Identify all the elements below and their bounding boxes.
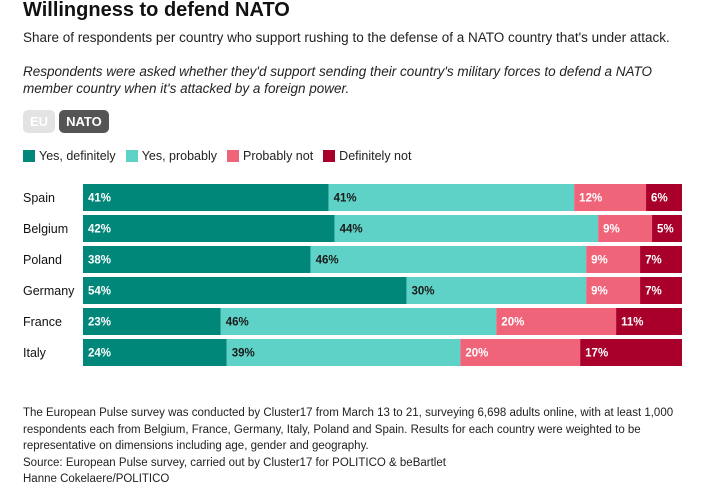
data-label-germany-definitely-not: 7% xyxy=(645,286,662,298)
methodology-note: The European Pulse survey was conducted … xyxy=(23,407,674,452)
bar-segment-germany-definitely-not[interactable] xyxy=(640,277,682,304)
category-label-germany: Germany xyxy=(23,284,75,298)
legend-label: Yes, definitely xyxy=(39,149,116,163)
legend-item-yes-probably: Yes, probably xyxy=(125,149,217,163)
region-toggle: EU NATO xyxy=(23,110,109,133)
bar-segment-italy-probably-not[interactable] xyxy=(460,339,581,366)
data-label-belgium-yes-definitely: 42% xyxy=(88,224,111,236)
chart-legend: Yes, definitely Yes, probably Probably not… xyxy=(23,149,421,163)
bar-segment-italy-definitely-not[interactable] xyxy=(580,339,682,366)
legend-swatch xyxy=(226,150,239,162)
credit-note: Hanne Cokelaere/POLITICO xyxy=(23,473,170,485)
stacked-bar-chart: Spain 41% 41% 12% 6% Belgium 42% 44% 9% 5% Poland 3… xyxy=(23,184,682,366)
data-label-italy-yes-definitely: 24% xyxy=(88,348,111,360)
bar-segment-poland-yes-probably[interactable] xyxy=(310,246,587,273)
bar-segment-belgium-yes-probably[interactable] xyxy=(334,215,599,242)
data-label-belgium-yes-probably: 44% xyxy=(340,224,363,236)
data-label-germany-yes-probably: 30% xyxy=(411,286,434,298)
data-label-spain-yes-definitely: 41% xyxy=(88,193,111,205)
bar-segment-poland-yes-definitely[interactable] xyxy=(83,246,311,273)
bar-segment-france-probably-not[interactable] xyxy=(496,308,617,335)
data-label-belgium-probably-not: 9% xyxy=(603,224,620,236)
toggle-eu-button[interactable]: EU xyxy=(23,110,56,133)
bar-segment-italy-yes-definitely[interactable] xyxy=(83,339,227,366)
legend-swatch xyxy=(23,150,35,162)
bar-segment-france-yes-probably[interactable] xyxy=(220,308,497,335)
legend-label: Yes, probably xyxy=(141,149,217,163)
data-label-france-definitely-not: 11% xyxy=(621,317,643,329)
bar-segment-spain-definitely-not[interactable] xyxy=(646,184,682,211)
bar-segment-spain-yes-probably[interactable] xyxy=(328,184,575,211)
data-label-italy-definitely-not: 17% xyxy=(585,348,608,360)
legend-label: Definitely not xyxy=(339,149,412,163)
data-label-belgium-definitely-not: 5% xyxy=(657,224,674,236)
chart-footer: The European Pulse survey was conducted … xyxy=(23,405,683,488)
bar-segment-poland-definitely-not[interactable] xyxy=(640,246,682,273)
legend-item-yes-definitely: Yes, definitely xyxy=(23,149,116,163)
data-label-france-probably-not: 20% xyxy=(501,317,524,329)
category-label-belgium: Belgium xyxy=(23,222,68,236)
bar-segment-belgium-definitely-not[interactable] xyxy=(652,215,682,242)
category-label-italy: Italy xyxy=(23,346,47,360)
data-label-spain-probably-not: 12% xyxy=(579,193,602,205)
legend-swatch xyxy=(125,150,138,162)
bar-segment-spain-probably-not[interactable] xyxy=(574,184,647,211)
data-label-germany-yes-definitely: 54% xyxy=(88,286,111,298)
bar-segment-belgium-yes-definitely[interactable] xyxy=(83,215,335,242)
bar-segment-poland-probably-not[interactable] xyxy=(586,246,641,273)
bar-segment-belgium-probably-not[interactable] xyxy=(598,215,653,242)
data-label-france-yes-definitely: 23% xyxy=(88,317,111,329)
bar-segment-france-yes-definitely[interactable] xyxy=(83,308,221,335)
chart-note: Respondents were asked whether they'd su… xyxy=(23,64,652,96)
bar-segment-germany-yes-probably[interactable] xyxy=(406,277,587,304)
chart-subtitle: Share of respondents per country who sup… xyxy=(23,30,670,45)
data-label-germany-probably-not: 9% xyxy=(591,286,608,298)
legend-item-definitely-not: Definitely not xyxy=(323,149,411,163)
data-label-italy-probably-not: 20% xyxy=(465,348,488,360)
data-label-france-yes-probably: 46% xyxy=(226,317,249,329)
data-label-poland-probably-not: 9% xyxy=(591,255,608,267)
category-label-spain: Spain xyxy=(23,191,55,205)
data-label-italy-yes-probably: 39% xyxy=(232,348,255,360)
toggle-nato-button[interactable]: NATO xyxy=(59,110,109,133)
data-label-poland-yes-probably: 46% xyxy=(316,255,339,267)
data-label-poland-definitely-not: 7% xyxy=(645,255,662,267)
source-note: Source: European Pulse survey, carried o… xyxy=(23,456,446,469)
chart-title: Willingness to defend NATO xyxy=(23,0,290,21)
bar-segment-france-definitely-not[interactable] xyxy=(616,308,682,335)
bar-segment-spain-yes-definitely[interactable] xyxy=(83,184,329,211)
data-label-spain-definitely-not: 6% xyxy=(651,193,668,205)
category-label-poland: Poland xyxy=(23,253,62,267)
legend-label: Probably not xyxy=(242,149,314,163)
data-label-spain-yes-probably: 41% xyxy=(334,193,357,205)
legend-swatch xyxy=(323,150,336,162)
category-label-france: France xyxy=(23,315,62,329)
bar-segment-germany-yes-definitely[interactable] xyxy=(83,277,407,304)
bar-segment-germany-probably-not[interactable] xyxy=(586,277,641,304)
legend-item-probably-not: Probably not xyxy=(226,149,314,163)
data-label-poland-yes-definitely: 38% xyxy=(88,255,111,267)
bar-segment-italy-yes-probably[interactable] xyxy=(226,339,461,366)
